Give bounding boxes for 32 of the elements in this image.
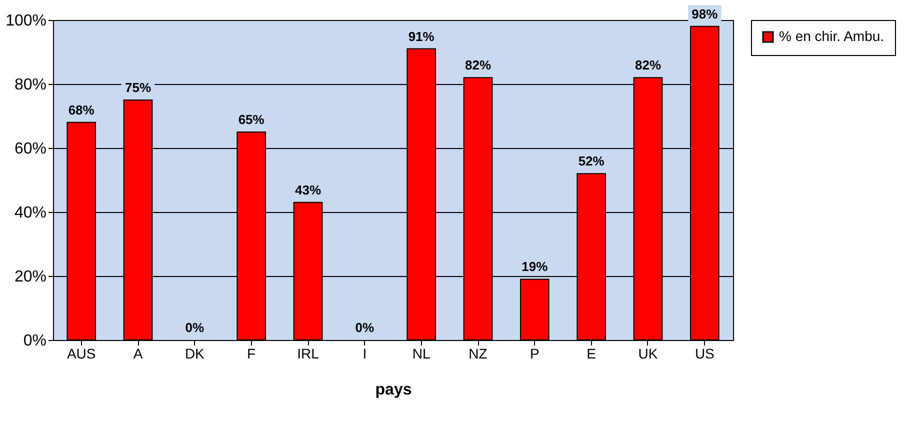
y-tick-label: 20% bbox=[14, 268, 46, 286]
x-tick-label: DK bbox=[184, 346, 206, 362]
x-tick-label: UK bbox=[638, 346, 658, 362]
data-label: 19% bbox=[522, 259, 548, 274]
data-label: 65% bbox=[238, 112, 265, 127]
y-tick-label: 80% bbox=[14, 76, 46, 94]
data-label: 0% bbox=[355, 320, 374, 335]
data-label: 82% bbox=[464, 58, 492, 73]
data-label: 43% bbox=[294, 182, 322, 198]
x-tick-label: E bbox=[586, 346, 596, 362]
data-label: 98% bbox=[692, 6, 718, 22]
x-tick-label: NL bbox=[412, 346, 430, 362]
x-tick-label: IRL bbox=[297, 346, 320, 362]
y-tick-label: 100% bbox=[6, 12, 46, 30]
data-label: 0% bbox=[185, 320, 204, 335]
x-tick-label: A bbox=[133, 346, 144, 362]
y-tick-label: 40% bbox=[14, 204, 46, 222]
x-tick-label: F bbox=[247, 346, 256, 362]
x-tick-label: AUS bbox=[66, 346, 96, 362]
data-label: 68% bbox=[68, 102, 95, 118]
data-label: 82% bbox=[634, 58, 662, 73]
legend-label: % en chir. Ambu. bbox=[779, 28, 884, 44]
x-axis-title: pays bbox=[375, 382, 412, 398]
x-tick-label: P bbox=[530, 346, 540, 362]
y-tick-label: 60% bbox=[14, 140, 46, 158]
x-tick-label: US bbox=[694, 346, 714, 362]
x-tick-label: NZ bbox=[468, 346, 488, 362]
data-label: 52% bbox=[578, 154, 605, 169]
y-tick-label: 0% bbox=[23, 332, 46, 350]
data-label: 75% bbox=[124, 80, 152, 95]
x-tick-label: I bbox=[362, 346, 367, 362]
data-label: 91% bbox=[408, 28, 435, 44]
